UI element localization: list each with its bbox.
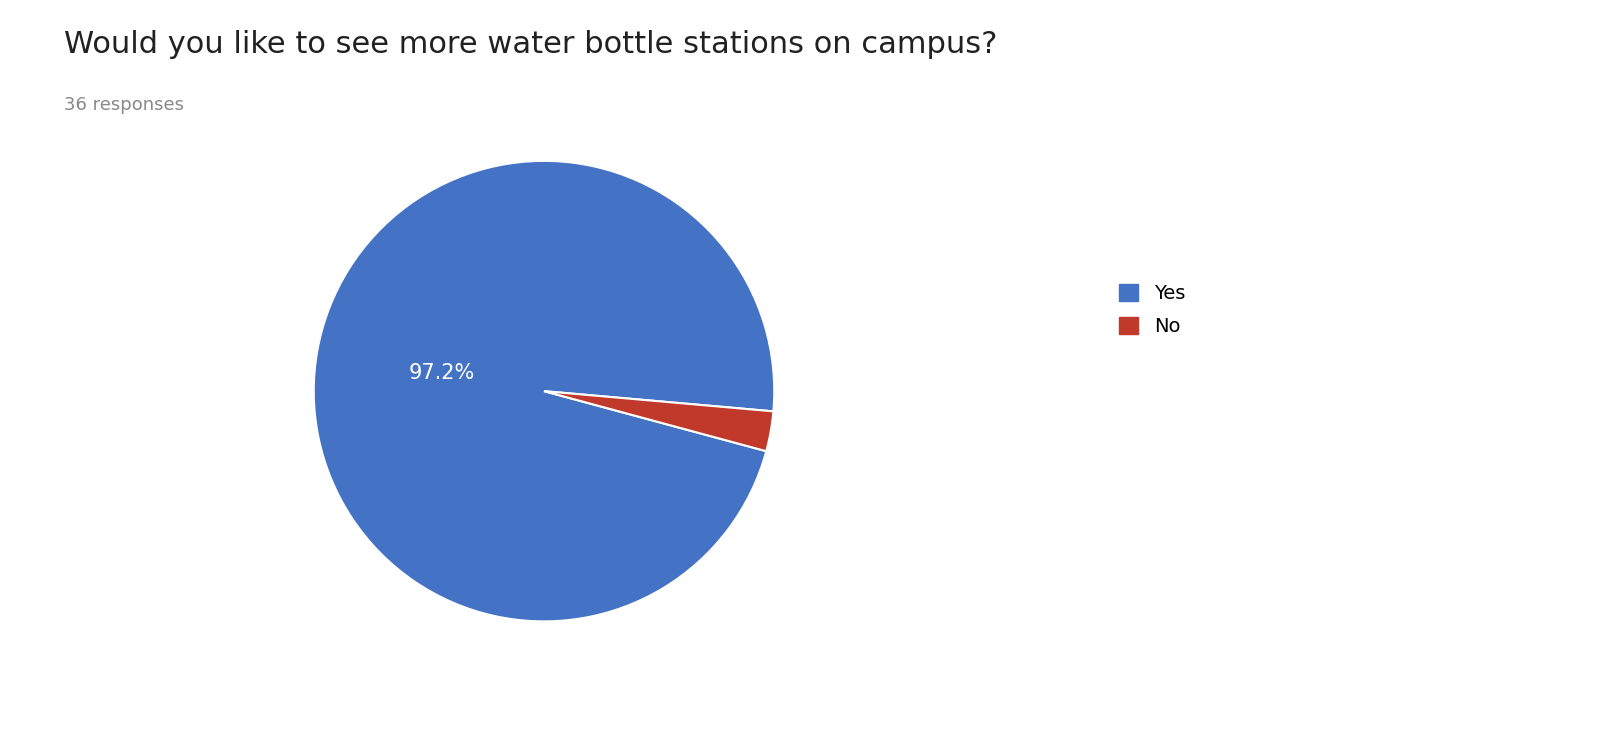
Text: 97.2%: 97.2% — [410, 363, 475, 383]
Legend: Yes, No: Yes, No — [1109, 274, 1195, 346]
Wedge shape — [314, 161, 774, 621]
Text: Would you like to see more water bottle stations on campus?: Would you like to see more water bottle … — [64, 30, 997, 58]
Wedge shape — [544, 391, 773, 451]
Text: 36 responses: 36 responses — [64, 96, 184, 114]
